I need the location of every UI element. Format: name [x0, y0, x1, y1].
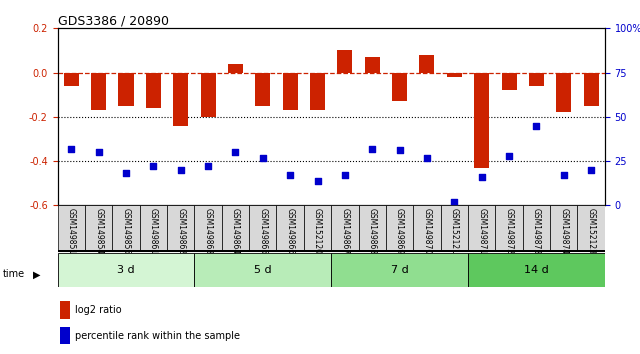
Bar [200, 73, 216, 117]
Bar [91, 73, 106, 110]
Point [93, 149, 104, 155]
Bar [474, 73, 489, 168]
Text: GSM149862: GSM149862 [176, 207, 185, 254]
Text: 3 d: 3 d [117, 265, 135, 275]
Point [285, 172, 295, 178]
Bar [118, 73, 134, 106]
Bar [502, 73, 516, 90]
Bar [228, 64, 243, 73]
Bar [529, 73, 544, 86]
Text: GSM152121: GSM152121 [450, 207, 459, 253]
Text: GSM149851: GSM149851 [67, 207, 76, 254]
FancyBboxPatch shape [249, 205, 276, 250]
FancyBboxPatch shape [58, 253, 195, 287]
FancyBboxPatch shape [276, 205, 304, 250]
Point [148, 164, 159, 169]
Text: GSM149874: GSM149874 [559, 207, 568, 254]
Text: percentile rank within the sample: percentile rank within the sample [75, 331, 240, 341]
Text: GSM149855: GSM149855 [122, 207, 131, 254]
Text: GSM149870: GSM149870 [422, 207, 431, 254]
Bar [392, 73, 407, 101]
FancyBboxPatch shape [58, 205, 85, 250]
Text: 7 d: 7 d [391, 265, 408, 275]
Text: GSM149864: GSM149864 [231, 207, 240, 254]
Text: GSM149854: GSM149854 [94, 207, 103, 254]
FancyBboxPatch shape [523, 205, 550, 250]
FancyBboxPatch shape [440, 205, 468, 250]
Text: GSM149867: GSM149867 [340, 207, 349, 254]
Point [422, 155, 432, 160]
FancyBboxPatch shape [332, 205, 358, 250]
FancyBboxPatch shape [413, 205, 440, 250]
Point [175, 167, 186, 173]
Point [477, 174, 487, 180]
Bar [146, 73, 161, 108]
FancyBboxPatch shape [167, 205, 195, 250]
Text: GSM149863: GSM149863 [204, 207, 212, 254]
Point [531, 123, 541, 129]
FancyBboxPatch shape [195, 253, 332, 287]
Text: GSM152123: GSM152123 [587, 207, 596, 253]
Point [230, 149, 241, 155]
FancyBboxPatch shape [468, 205, 495, 250]
FancyBboxPatch shape [495, 205, 523, 250]
FancyBboxPatch shape [550, 205, 577, 250]
Bar [283, 73, 298, 110]
Point [66, 146, 76, 152]
FancyBboxPatch shape [358, 205, 386, 250]
Point [340, 172, 350, 178]
Bar [584, 73, 598, 106]
Bar [60, 301, 70, 319]
FancyBboxPatch shape [195, 205, 222, 250]
FancyBboxPatch shape [468, 253, 605, 287]
Text: GSM149873: GSM149873 [532, 207, 541, 254]
Bar [419, 55, 435, 73]
Point [203, 164, 213, 169]
Text: GSM149868: GSM149868 [368, 207, 377, 254]
Text: GSM149871: GSM149871 [477, 207, 486, 254]
FancyBboxPatch shape [332, 253, 468, 287]
Text: GSM149872: GSM149872 [504, 207, 513, 254]
Bar [60, 327, 70, 344]
Bar [310, 73, 325, 110]
FancyBboxPatch shape [222, 205, 249, 250]
Point [559, 172, 569, 178]
Text: log2 ratio: log2 ratio [75, 305, 122, 315]
Bar [365, 57, 380, 73]
Point [367, 146, 378, 152]
Point [312, 178, 323, 183]
FancyBboxPatch shape [386, 205, 413, 250]
Text: GDS3386 / 20890: GDS3386 / 20890 [58, 14, 168, 27]
Text: GSM149869: GSM149869 [395, 207, 404, 254]
Text: ▶: ▶ [33, 269, 41, 279]
FancyBboxPatch shape [113, 205, 140, 250]
Text: time: time [3, 269, 26, 279]
Point [121, 171, 131, 176]
Text: 5 d: 5 d [254, 265, 271, 275]
Bar [64, 73, 79, 86]
Point [586, 167, 596, 173]
Text: GSM149861: GSM149861 [149, 207, 158, 254]
FancyBboxPatch shape [140, 205, 167, 250]
Point [504, 153, 514, 159]
Bar [556, 73, 572, 113]
FancyBboxPatch shape [304, 205, 332, 250]
Bar [173, 73, 188, 126]
Point [258, 155, 268, 160]
Text: 14 d: 14 d [524, 265, 548, 275]
Text: GSM149866: GSM149866 [285, 207, 294, 254]
Bar [255, 73, 270, 106]
Bar [337, 51, 353, 73]
Bar [447, 73, 462, 77]
Text: GSM152120: GSM152120 [313, 207, 322, 253]
FancyBboxPatch shape [85, 205, 113, 250]
FancyBboxPatch shape [577, 205, 605, 250]
Point [449, 199, 460, 205]
Text: GSM149865: GSM149865 [259, 207, 268, 254]
Point [394, 148, 404, 153]
